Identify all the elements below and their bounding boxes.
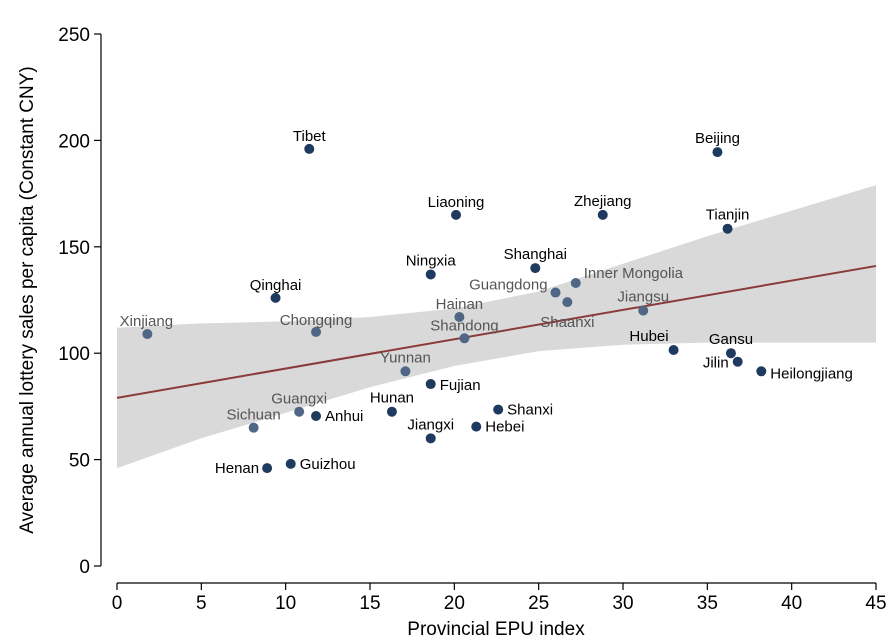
point-beijing: [712, 147, 723, 158]
label-hainan: Hainan: [436, 296, 484, 313]
y-tick-label: 200: [58, 131, 90, 152]
point-jilin: [732, 356, 743, 367]
label-guizhou: Guizhou: [300, 456, 356, 473]
x-ticks: 0 5 10 15 20 25 30 35 40 45: [112, 583, 887, 614]
point-fujian: [425, 379, 436, 390]
label-sichuan: Sichuan: [227, 407, 281, 424]
label-chongqing: Chongqing: [280, 312, 353, 329]
y-tick-label: 250: [58, 25, 90, 46]
x-tick-label: 20: [444, 593, 465, 614]
point-hunan: [386, 406, 397, 417]
point-shandong: [459, 333, 470, 344]
x-tick-label: 35: [697, 593, 718, 614]
point-hainan: [454, 312, 465, 323]
point-gansu: [725, 348, 736, 359]
y-ticks: 0 50 100 150 200 250: [58, 25, 101, 578]
confidence-band: [117, 185, 876, 469]
x-tick-label: 45: [865, 593, 886, 614]
x-tick-label: 15: [359, 593, 380, 614]
y-tick-label: 50: [69, 451, 90, 472]
label-tibet: Tibet: [293, 128, 327, 145]
data-points: [142, 143, 767, 474]
point-guizhou: [285, 458, 296, 469]
point-yunnan: [400, 366, 411, 377]
label-hunan: Hunan: [370, 390, 414, 407]
point-hebei: [471, 421, 482, 432]
label-jilin: Jilin: [703, 355, 729, 372]
label-shandong: Shandong: [430, 317, 498, 334]
label-hebei: Hebei: [485, 419, 524, 436]
label-yunnan: Yunnan: [380, 349, 431, 366]
label-liaoning: Liaoning: [428, 194, 485, 211]
y-tick-label: 100: [58, 344, 90, 365]
fit-line-layer: [116, 264, 877, 399]
label-shanghai: Shanghai: [504, 246, 567, 263]
label-henan: Henan: [215, 460, 259, 477]
point-jiangsu: [638, 305, 649, 316]
point-inner-mongolia: [570, 277, 581, 288]
point-anhui: [311, 410, 322, 421]
label-fujian: Fujian: [440, 377, 481, 394]
confidence-band-layer: [117, 185, 876, 469]
point-chongqing: [311, 326, 322, 337]
x-tick-label: 10: [275, 593, 296, 614]
point-ningxia: [425, 269, 436, 280]
label-tianjin: Tianjin: [706, 207, 750, 224]
y-axis-title: Average annual lottery sales per capita …: [17, 66, 38, 534]
label-inner-mongolia: Inner Mongolia: [584, 265, 684, 282]
point-shanghai: [530, 263, 541, 274]
label-hubei: Hubei: [629, 328, 668, 345]
point-sichuan: [248, 422, 259, 433]
point-jiangxi: [425, 433, 436, 444]
point-zhejiang: [597, 209, 608, 220]
label-guangdong: Guangdong: [469, 277, 547, 294]
y-tick-label: 0: [79, 557, 90, 578]
point-hubei: [668, 345, 679, 356]
label-qinghai: Qinghai: [250, 277, 302, 294]
point-guangdong: [550, 287, 561, 298]
x-tick-label: 30: [612, 593, 633, 614]
point-labels: Xinjiang Tibet Qinghai Chongqing GuangxiSich…: [120, 128, 853, 477]
point-henan: [262, 463, 273, 474]
x-tick-label: 25: [528, 593, 549, 614]
label-beijing: Beijing: [695, 130, 740, 147]
point-liaoning: [451, 209, 462, 220]
label-guangxi: Guangxi: [271, 391, 327, 408]
x-axis-title: Provincial EPU index: [407, 619, 585, 639]
point-shanxi: [493, 404, 504, 415]
y-tick-label: 150: [58, 238, 90, 259]
label-gansu: Gansu: [709, 331, 753, 348]
label-xinjiang: Xinjiang: [120, 313, 173, 330]
x-tick-label: 5: [196, 593, 207, 614]
label-heilongjiang: Heilongjiang: [770, 365, 853, 382]
point-shaanxi: [562, 297, 573, 308]
label-shaanxi: Shaanxi: [540, 314, 594, 331]
label-shanxi: Shanxi: [507, 402, 553, 419]
label-jiangsu: Jiangsu: [617, 289, 669, 306]
point-guangxi: [294, 406, 305, 417]
label-zhejiang: Zhejiang: [574, 193, 632, 210]
x-tick-label: 0: [112, 593, 123, 614]
fit-line: [116, 264, 877, 399]
label-jiangxi: Jiangxi: [407, 416, 454, 433]
axes-layer: [100, 34, 876, 584]
point-heilongjiang: [756, 366, 767, 377]
point-qinghai: [270, 292, 281, 303]
label-anhui: Anhui: [325, 408, 363, 425]
x-tick-label: 40: [781, 593, 802, 614]
point-tibet: [304, 143, 315, 154]
point-tianjin: [722, 223, 733, 234]
point-xinjiang: [142, 329, 153, 340]
label-ningxia: Ningxia: [406, 252, 457, 269]
